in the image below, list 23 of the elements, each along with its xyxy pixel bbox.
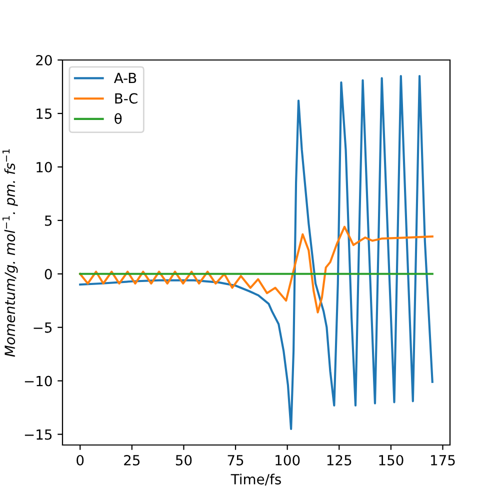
legend-label: θ <box>114 113 122 124</box>
line-series <box>79 74 434 430</box>
y-axis-title: Momentum/g. mol$^{−1}$. pm. fs$^{−1}$ <box>2 149 18 357</box>
y-tick-label: 15 <box>36 108 52 119</box>
x-axis-title: Time/fs <box>230 474 281 486</box>
y-tick-label: 10 <box>36 162 52 172</box>
y-tick-label: 5 <box>45 216 52 226</box>
x-tick-label: 100 <box>276 454 300 466</box>
x-tick-label: 0 <box>76 454 84 466</box>
x-tick-label: 150 <box>379 454 404 466</box>
line-series <box>79 226 434 314</box>
legend-label: A-B <box>114 72 136 84</box>
y-tick-label: −15 <box>24 429 52 440</box>
x-tick-label: 175 <box>431 455 455 466</box>
x-tick-label: 50 <box>176 454 192 466</box>
x-tick-label: 75 <box>228 455 244 466</box>
y-tick-label: 0 <box>44 268 52 280</box>
y-tick-label: 20 <box>36 54 52 66</box>
x-tick-label: 25 <box>124 454 140 466</box>
legend-label: B-C <box>115 93 138 104</box>
x-tick-label: 125 <box>327 454 352 466</box>
y-tick-label: −5 <box>34 322 52 333</box>
y-tick-label: −10 <box>24 376 52 386</box>
